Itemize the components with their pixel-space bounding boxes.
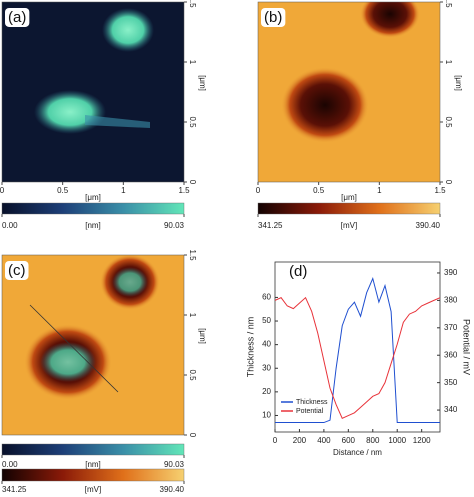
- y2-tick-label: 360: [444, 350, 458, 359]
- x-tick-label: 0.5: [313, 186, 325, 195]
- y-tick-label: 1: [188, 313, 197, 318]
- y-tick-label: 0.5: [444, 116, 453, 128]
- overlay-map: [2, 255, 184, 435]
- y-tick-label: 0.5: [188, 369, 197, 381]
- colorbar: [257, 202, 441, 215]
- colorbar-tick-label: 0.00: [2, 460, 18, 469]
- kpfm-potential-map: [258, 2, 440, 182]
- frame: [1, 254, 185, 436]
- y-axis-label: [μm]: [454, 75, 463, 91]
- x-tick-label: 1: [121, 186, 126, 195]
- legend-label: Potential: [296, 408, 324, 415]
- colorbar-label: [mV]: [341, 221, 357, 230]
- colorbar: [1, 202, 185, 215]
- y2-tick-label: 340: [444, 405, 458, 414]
- frame: [257, 1, 441, 183]
- y-tick-label: 10: [262, 411, 271, 420]
- colorbar-label: [nm]: [85, 460, 101, 469]
- x-axis-label: [μm]: [85, 193, 101, 202]
- y-axis-label: [μm]: [198, 328, 207, 344]
- panel-label-box: [261, 7, 286, 27]
- y-axis-label: [μm]: [198, 75, 207, 91]
- afm-height-map: [2, 2, 184, 182]
- y-tick-label: 1.5: [188, 249, 197, 261]
- colorbar-tick-label: 90.03: [164, 221, 185, 230]
- y-tick-label: 60: [262, 293, 271, 302]
- x-tick-label: 1: [377, 186, 382, 195]
- x-tick-label: 1200: [413, 436, 431, 445]
- y-axis-label: Thickness / nm: [245, 317, 255, 378]
- panel-label: (a): [8, 9, 26, 26]
- y2-tick-label: 380: [444, 295, 458, 304]
- x-tick-label: 800: [366, 436, 380, 445]
- y-tick-label: 50: [262, 316, 271, 325]
- colorbar-tick-label: 390.40: [160, 485, 185, 494]
- y-tick-label: 30: [262, 363, 271, 372]
- colorbar-tick-label: 90.03: [164, 460, 185, 469]
- x-tick-label: 400: [317, 436, 331, 445]
- y-tick-label: 40: [262, 340, 271, 349]
- panel-label: (b): [264, 9, 282, 26]
- colorbar-label: [mV]: [85, 485, 101, 494]
- x-tick-label: 0.5: [57, 186, 69, 195]
- y2-tick-label: 370: [444, 323, 458, 332]
- panel-label-box: [5, 7, 30, 27]
- x-tick-label: 1.5: [434, 186, 446, 195]
- colorbar-tick-label: 0.00: [2, 221, 18, 230]
- y2-tick-label: 390: [444, 268, 458, 277]
- x-tick-label: 600: [342, 436, 356, 445]
- y-tick-label: 20: [262, 387, 271, 396]
- y-tick-label: 1.5: [444, 0, 453, 8]
- x-axis-label: [μm]: [341, 193, 357, 202]
- y2-axis-label: Potential / mV: [462, 319, 472, 375]
- y-tick-label: 0.5: [188, 116, 197, 128]
- panel-label: (c): [8, 262, 26, 279]
- legend-label: Thickness: [296, 399, 328, 406]
- x-axis-label: Distance / nm: [333, 448, 382, 457]
- series-line: [275, 276, 440, 424]
- y-tick-label: 0: [444, 180, 453, 185]
- colorbar: [1, 468, 185, 482]
- series-line: [274, 296, 441, 419]
- y-tick-label: 1.5: [188, 0, 197, 8]
- x-tick-label: 0: [273, 436, 278, 445]
- colorbar-tick-label: 390.40: [416, 221, 441, 230]
- y2-tick-label: 350: [444, 378, 458, 387]
- x-tick-label: 200: [293, 436, 307, 445]
- colorbar: [1, 443, 185, 456]
- frame: [1, 1, 185, 183]
- panel-label-box: [5, 260, 29, 280]
- plot-frame: [274, 261, 441, 433]
- colorbar-label: [nm]: [85, 221, 101, 230]
- x-tick-label: 0: [256, 186, 261, 195]
- x-tick-label: 1000: [388, 436, 406, 445]
- y-tick-label: 0: [188, 433, 197, 438]
- colorbar-tick-label: 341.25: [258, 221, 283, 230]
- panel-label: (d): [289, 263, 307, 280]
- y-tick-label: 1: [188, 60, 197, 65]
- y-tick-label: 1: [444, 60, 453, 65]
- x-tick-label: 1.5: [178, 186, 190, 195]
- colorbar-tick-label: 341.25: [2, 485, 27, 494]
- y-tick-label: 0: [188, 180, 197, 185]
- x-tick-label: 0: [0, 186, 5, 195]
